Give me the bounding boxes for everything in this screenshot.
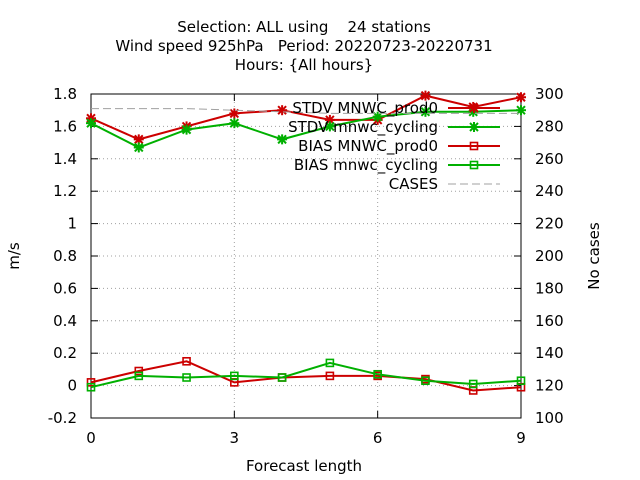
series-line (90, 360, 522, 392)
series-point (134, 371, 144, 381)
series-point (469, 141, 479, 151)
series-line (90, 94, 522, 141)
x-tick-label: 9 (516, 429, 526, 447)
y2-tick-label: 200 (535, 247, 564, 265)
legend-label: STDV MNWC_prod0 (292, 99, 438, 118)
series-point (133, 134, 144, 145)
series-point (277, 134, 288, 145)
series-3 (86, 358, 526, 392)
series-point (133, 142, 144, 153)
x-tick-label: 3 (230, 429, 240, 447)
series-point (182, 356, 191, 366)
series-point (277, 373, 287, 382)
series-point (325, 358, 335, 368)
series-point (277, 105, 288, 116)
y-tick-label: 0.2 (53, 344, 77, 362)
y-tick-label: 1.4 (53, 150, 77, 168)
legend-label: BIAS mnwc_cycling (294, 156, 438, 175)
series-point (134, 366, 144, 376)
series-point (469, 122, 479, 132)
y2-tick-label: 180 (535, 279, 564, 297)
series-point (229, 118, 240, 129)
series-point (324, 121, 335, 132)
y-tick-label: 0.6 (53, 279, 77, 297)
title-line: Hours: {All hours} (235, 56, 373, 74)
legend-entry: CASES (389, 175, 500, 193)
series-point (182, 373, 191, 382)
title-line: Wind speed 925hPa Period: 20220723-20220… (115, 37, 492, 55)
y-tick-label: 1.6 (53, 117, 77, 135)
series-point (86, 382, 96, 392)
y2-tick-label: 100 (535, 409, 564, 427)
y-tick-label: -0.2 (48, 409, 77, 427)
y2-tick-label: 240 (535, 182, 564, 200)
y2-tick-label: 220 (535, 215, 564, 233)
series-point (469, 160, 479, 170)
series-point (181, 124, 192, 135)
series-point (229, 108, 240, 119)
y2-tick-label: 300 (535, 85, 564, 103)
y-tick-label: 1.8 (53, 85, 77, 103)
series-point (516, 105, 526, 116)
y-tick-label: 0 (67, 377, 77, 395)
y2-tick-label: 120 (535, 377, 564, 395)
legend-label: STDV mnwc_cycling (288, 118, 438, 137)
legend-entry: BIAS mnwc_cycling (294, 156, 500, 175)
series-point (421, 376, 430, 386)
series-point (516, 376, 526, 386)
x-tick-label: 0 (86, 429, 96, 447)
series-point (372, 111, 383, 122)
y2-tick-label: 260 (535, 150, 564, 168)
series-point (468, 379, 478, 389)
y-tick-label: 0.4 (53, 312, 77, 330)
y2-tick-label: 160 (535, 312, 564, 330)
legend-entry: STDV mnwc_cycling (288, 118, 500, 137)
series-point (420, 90, 431, 101)
series-point (86, 118, 96, 129)
series-point (420, 106, 431, 117)
series-line (90, 109, 522, 149)
series (86, 90, 526, 395)
series-point (230, 371, 239, 381)
y-tick-label: 1 (67, 215, 77, 233)
series-line (90, 361, 522, 389)
legend-entry: BIAS MNWC_prod0 (298, 137, 500, 156)
x-axis-label: Forecast length (246, 457, 362, 475)
y-tick-label: 0.8 (53, 247, 77, 265)
series-point (86, 378, 96, 387)
legend-label: BIAS MNWC_prod0 (298, 137, 438, 156)
axis-ticks: -0.2 0 0.2 0.4 0.6 0.8 1 1.2 1.4 1.6 1.8 100 120 140 1… (48, 85, 564, 447)
series-point (325, 371, 335, 381)
y2-tick-label: 140 (535, 344, 564, 362)
y2-tick-label: 280 (535, 117, 564, 135)
title-line: Selection: ALL using 24 stations (177, 18, 431, 36)
y2-axis-label: No cases (585, 222, 603, 290)
x-tick-label: 6 (373, 429, 383, 447)
legend-label: CASES (389, 175, 438, 193)
series-point (469, 103, 479, 113)
y-tick-label: 1.2 (53, 182, 77, 200)
legend-entry: STDV MNWC_prod0 (292, 99, 500, 118)
y-axis-label: m/s (5, 242, 23, 270)
series-point (516, 92, 526, 103)
series-point (373, 369, 382, 379)
